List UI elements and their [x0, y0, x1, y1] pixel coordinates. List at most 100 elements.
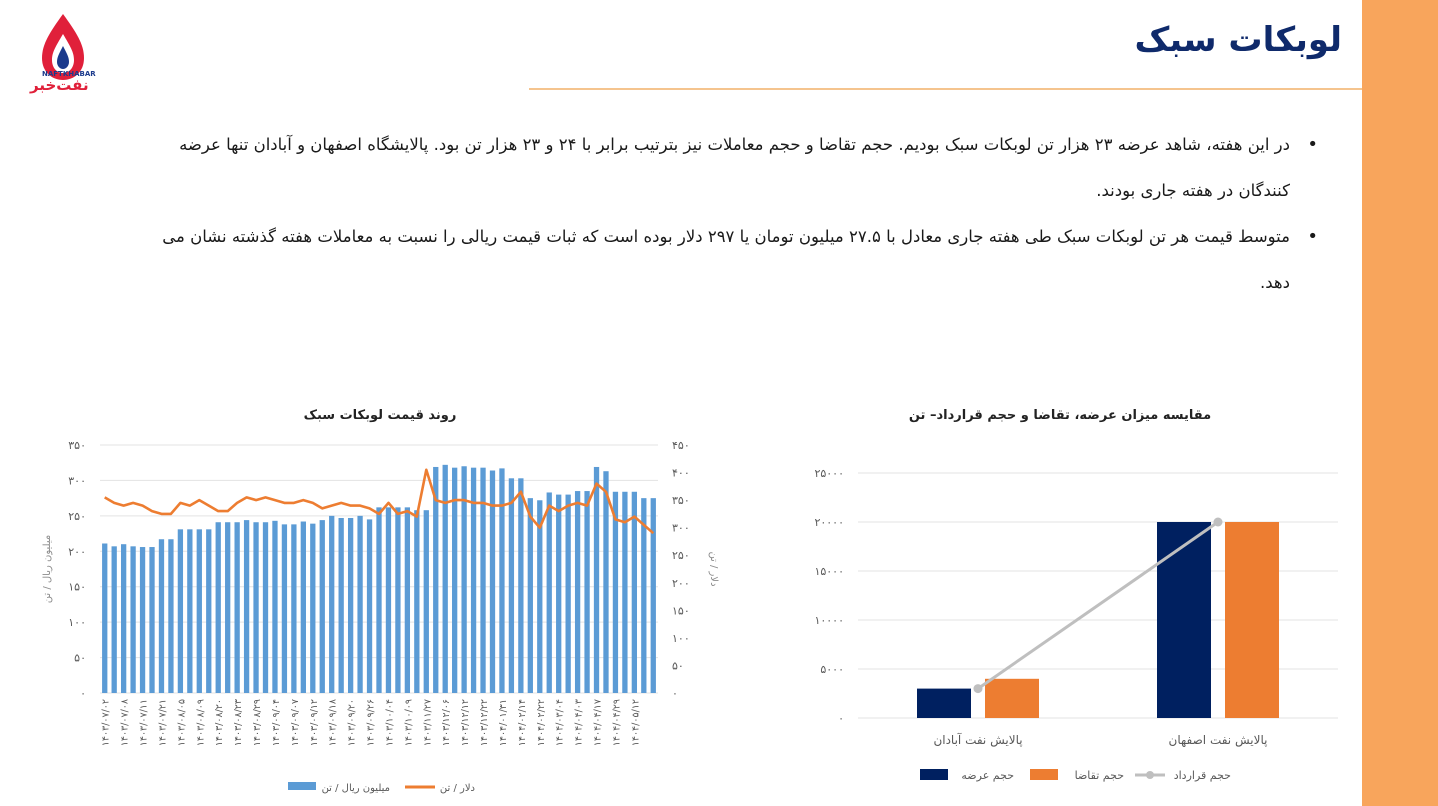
- price-bar: [546, 492, 552, 693]
- price-bar: [347, 517, 354, 693]
- legend-swatch: [920, 769, 948, 780]
- y2-tick-label: ۴۰۰: [672, 467, 690, 480]
- y-tick-label: ۱۵۰: [68, 581, 86, 594]
- price-bar: [243, 520, 250, 693]
- price-bar: [234, 522, 240, 693]
- price-bar: [168, 539, 174, 693]
- y-tick-label: ۵۰۰۰: [820, 663, 844, 676]
- legend-label: حجم تقاضا: [1075, 769, 1124, 782]
- bullet-item: متوسط قیمت هر تن لوبکات سبک طی هفته جاری…: [140, 214, 1318, 306]
- y2-axis-title: دلار / تن: [708, 551, 719, 586]
- price-bar: [357, 515, 363, 693]
- x-tick-label: ۱۴۰۳/۱۰/۰۴: [384, 699, 395, 746]
- y-axis-title: میلیون ریال / تن: [42, 535, 53, 603]
- price-bar: [612, 491, 619, 693]
- price-bar: [196, 529, 202, 693]
- price-bar: [272, 520, 278, 693]
- legend-label: میلیون ریال / تن: [322, 783, 390, 794]
- price-bar: [499, 468, 505, 693]
- price-bar: [120, 544, 127, 693]
- x-tick-label: ۱۴۰۳/۰۹/۰۷: [290, 699, 301, 746]
- price-bar: [206, 529, 212, 693]
- y2-tick-label: ۴۵۰: [672, 439, 690, 452]
- legend-point-swatch: [1146, 771, 1154, 779]
- category-label: پالایش نفت اصفهان: [1169, 733, 1268, 748]
- logo-text-en: NAFTKHABAR: [42, 70, 96, 78]
- price-bar: [291, 524, 297, 693]
- price-bar: [310, 523, 316, 693]
- x-tick-label: ۱۴۰۳/۰۹/۱۲: [309, 699, 320, 746]
- y2-tick-label: ۰: [672, 687, 678, 700]
- price-bar: [565, 494, 571, 693]
- x-tick-label: ۱۴۰۳/۰۷/۱۱: [139, 699, 150, 746]
- accent-sidebar: [1362, 0, 1438, 806]
- x-tick-label: ۱۴۰۴/۰۳/۰۴: [555, 699, 566, 746]
- contract-volume-point: [1213, 517, 1223, 527]
- x-tick-label: ۱۴۰۴/۰۴/۲۹: [611, 699, 622, 746]
- price-bar: [461, 466, 467, 693]
- y2-tick-label: ۱۵۰: [672, 604, 690, 617]
- price-bar: [404, 507, 411, 693]
- category-label: پالایش نفت آبادان: [933, 732, 1022, 748]
- price-bar: [470, 467, 477, 693]
- x-tick-label: ۱۴۰۳/۰۷/۲۱: [157, 699, 168, 746]
- legend-swatch: [1030, 769, 1058, 780]
- x-tick-label: ۱۴۰۴/۰۴/۰۳: [574, 699, 585, 746]
- y2-tick-label: ۲۰۰: [672, 577, 690, 590]
- volume-bar: [1225, 522, 1279, 718]
- legend-label: حجم قرارداد: [1174, 769, 1231, 782]
- price-bar: [622, 491, 628, 693]
- price-bar: [300, 521, 306, 693]
- x-tick-label: ۱۴۰۳/۰۸/۲۹: [252, 699, 263, 746]
- x-tick-label: ۱۴۰۳/۱۰/۰۹: [403, 699, 414, 746]
- price-bar: [262, 522, 269, 693]
- x-tick-label: ۱۴۰۳/۰۹/۱۸: [328, 699, 339, 746]
- y2-tick-label: ۱۰۰: [672, 632, 690, 645]
- y2-tick-label: ۲۵۰: [672, 549, 690, 562]
- price-bar: [414, 510, 420, 693]
- y-tick-label: ۳۵۰: [68, 439, 86, 452]
- y-tick-label: ۱۵۰۰۰: [814, 565, 844, 578]
- x-tick-label: ۱۴۰۳/۰۸/۰۹: [195, 699, 206, 746]
- y-tick-label: ۰: [838, 712, 844, 725]
- usd-price-line: [104, 468, 655, 535]
- x-tick-label: ۱۴۰۳/۰۸/۲۳: [233, 699, 244, 746]
- price-bar: [518, 478, 524, 693]
- price-bar: [489, 470, 496, 693]
- volume-bar: [917, 688, 971, 718]
- contract-volume-line: [977, 520, 1219, 690]
- y-tick-label: ۲۵۰۰۰: [814, 467, 844, 480]
- price-bar: [395, 507, 401, 693]
- price-bar: [149, 547, 155, 693]
- price-bar: [385, 507, 392, 693]
- price-bar: [442, 464, 448, 693]
- x-tick-label: ۱۴۰۳/۰۸/۲۰: [214, 699, 225, 746]
- x-tick-label: ۱۴۰۴/۰۲/۲۲: [536, 699, 547, 746]
- x-tick-label: ۱۴۰۳/۰۹/۰۴: [271, 699, 282, 746]
- x-tick-label: ۱۴۰۳/۱۲/۱۲: [460, 699, 471, 746]
- legend-label: حجم عرضه: [961, 769, 1014, 782]
- y-tick-label: ۵۰: [74, 652, 86, 665]
- price-bar: [631, 491, 638, 693]
- volume-chart-title: مقایسه میزان عرضه، تقاضا و حجم قرارداد– …: [908, 408, 1212, 423]
- x-tick-label: ۱۴۰۴/۰۵/۱۲: [630, 699, 641, 746]
- price-bar: [215, 522, 221, 693]
- price-bar: [452, 467, 458, 693]
- x-tick-label: ۱۴۰۴/۰۴/۱۷: [593, 699, 604, 746]
- price-bar: [253, 522, 259, 693]
- x-tick-label: ۱۴۰۳/۰۷/۰۲: [101, 699, 112, 746]
- price-bar: [603, 471, 609, 693]
- y-tick-label: ۲۵۰: [68, 510, 86, 523]
- x-tick-label: ۱۴۰۳/۰۸/۰۵: [176, 699, 187, 746]
- bullet-item: در این هفته، شاهد عرضه ۲۳ هزار تن لوبکات…: [140, 122, 1318, 214]
- price-bar: [650, 498, 656, 693]
- legend-bar-swatch: [288, 782, 316, 790]
- price-trend-chart: ۰ ۵۰ ۱۰۰ ۱۵۰ ۲۰۰ ۲۵۰ ۳۰۰ ۳۵۰ ۰ ۵۰ ۱۰۰ ۱۵۰ ۲۰۰ ۲۵۰ ۳۰۰ ۳…: [42, 439, 719, 794]
- y-tick-label: ۲۰۰: [68, 545, 86, 558]
- price-bar: [130, 546, 136, 693]
- x-tick-label: ۱۴۰۳/۰۷/۰۸: [120, 699, 131, 746]
- price-bar: [593, 466, 600, 693]
- y-tick-label: ۱۰۰۰۰: [814, 614, 844, 627]
- volume-comparison-chart: ۰ ۵۰۰۰ ۱۰۰۰۰ ۱۵۰۰۰ ۲۰۰۰۰ ۲۵۰۰۰ پالایش نفت آباد…: [814, 467, 1338, 782]
- price-bar: [158, 539, 165, 693]
